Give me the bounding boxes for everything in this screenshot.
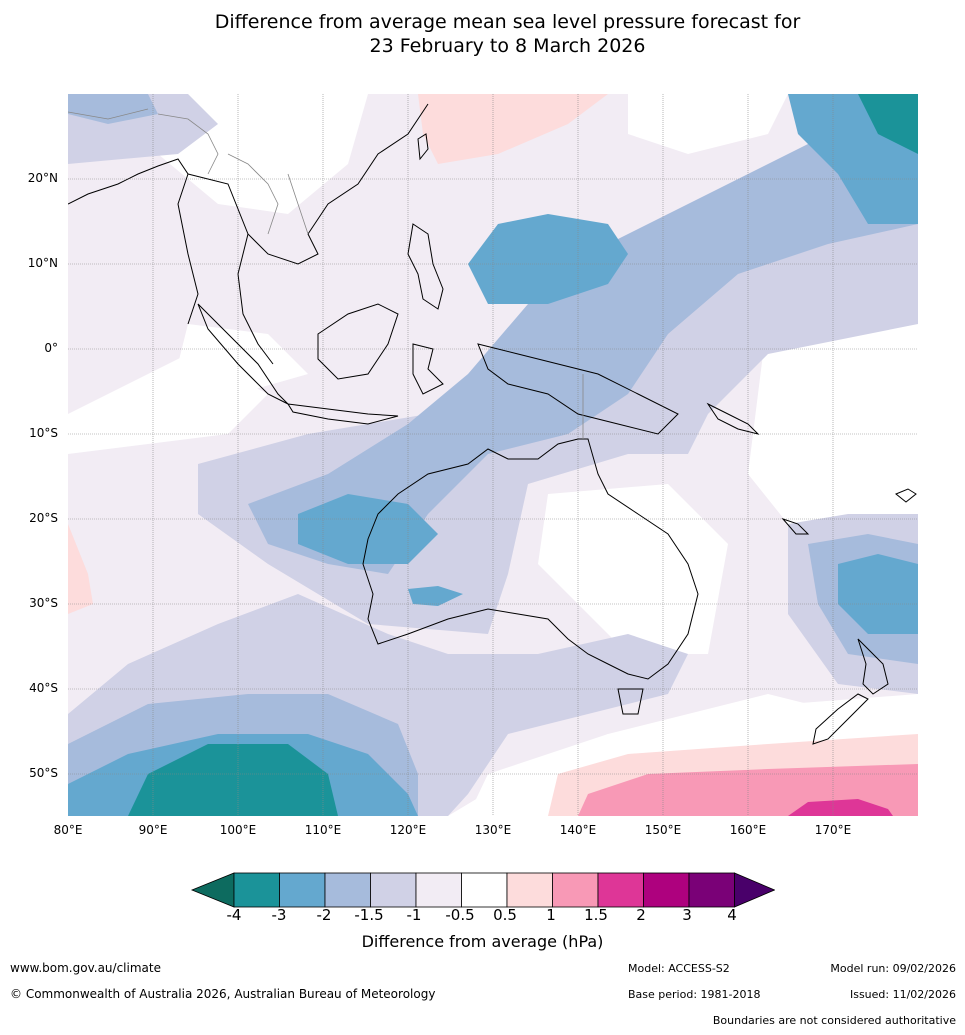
legend-tick-3: 3	[682, 906, 692, 924]
coast-taiwan	[417, 133, 429, 161]
footer-model-run: Model run: 09/02/2026	[830, 962, 956, 975]
coast-java	[287, 403, 399, 425]
lon-label-80e: 80°E	[53, 823, 83, 837]
lon-label-170e: 170°E	[814, 823, 852, 837]
legend-cell	[233, 872, 280, 908]
contour-neg15-central	[248, 114, 918, 574]
contour-neg2-east	[838, 554, 918, 634]
coast-solomons	[706, 402, 760, 435]
lon-label-90e: 90°E	[138, 823, 168, 837]
coast-tasmania	[617, 688, 644, 715]
lat-label-20s: 20°S	[29, 511, 58, 525]
contour-neg3-south	[128, 744, 338, 816]
lat-label-0: 0°	[44, 341, 58, 355]
lon-label-140e: 140°E	[559, 823, 597, 837]
legend-cell	[597, 872, 644, 908]
legend-cell	[279, 872, 326, 908]
footer-website: www.bom.gov.au/climate	[10, 961, 161, 975]
title-line-2: 23 February to 8 March 2026	[369, 35, 646, 57]
footer-model: Model: ACCESS-S2	[628, 962, 730, 975]
coastlines	[68, 103, 917, 745]
contour-neg2-wa	[298, 494, 438, 564]
contour-white-aus	[538, 484, 728, 654]
legend-cell	[415, 872, 462, 908]
coast-nz-south	[812, 693, 869, 745]
lat-label-40s: 40°S	[29, 681, 58, 695]
coast-se-asia	[187, 103, 429, 265]
legend-arrow-low	[190, 872, 235, 908]
coast-fiji	[895, 488, 917, 503]
lat-label-20n: 20°N	[27, 171, 58, 185]
contour-neg3-ne	[858, 94, 918, 154]
legend-cell	[506, 872, 553, 908]
contour-neg2-philippines	[468, 214, 628, 304]
legend-cell	[370, 872, 417, 908]
footer-issued: Issued: 11/02/2026	[849, 988, 956, 1001]
lon-label-100e: 100°E	[219, 823, 257, 837]
legend-tick-neg2: -2	[316, 906, 332, 924]
contour-white-mid	[178, 324, 308, 394]
legend-tick-05: 0.5	[493, 906, 517, 924]
legend-arrow-high	[734, 872, 775, 908]
legend-tick-neg3: -3	[271, 906, 287, 924]
legend-tick-neg1: -1	[406, 906, 422, 924]
coast-malay	[237, 233, 274, 365]
legend-cell	[643, 872, 690, 908]
contour-pos05-taiwan	[418, 94, 608, 164]
coast-india	[68, 158, 199, 325]
legend-cell	[461, 872, 508, 908]
lon-label-120e: 120°E	[389, 823, 427, 837]
map-title: Difference from average mean sea level p…	[0, 10, 965, 58]
lon-label-150e: 150°E	[644, 823, 682, 837]
pressure-anomaly-map	[68, 94, 918, 816]
lat-label-10n: 10°N	[27, 256, 58, 270]
map-gridlines	[68, 94, 918, 816]
coast-australia	[362, 438, 699, 680]
lon-label-160e: 160°E	[729, 823, 767, 837]
legend-tick-neg4: -4	[226, 906, 242, 924]
legend-colorbar	[190, 872, 775, 908]
map-canvas	[68, 94, 918, 816]
lat-label-50s: 50°S	[29, 766, 58, 780]
coast-philippines	[407, 223, 444, 310]
contour-neg15-nw	[68, 94, 158, 124]
legend-tick-neg15: -1.5	[354, 906, 384, 924]
legend-title: Difference from average (hPa)	[361, 932, 604, 951]
legend-tick-1: 1	[546, 906, 556, 924]
legend-cell	[688, 872, 735, 908]
lon-label-130e: 130°E	[474, 823, 512, 837]
footer-base-period: Base period: 1981-2018	[628, 988, 761, 1001]
legend-cell	[324, 872, 371, 908]
coast-new-guinea	[477, 343, 679, 435]
legend-tick-4: 4	[727, 906, 737, 924]
footer-copyright: © Commonwealth of Australia 2026, Austra…	[10, 987, 436, 1001]
coast-borneo	[317, 303, 399, 380]
legend-tick-neg05: -0.5	[445, 906, 475, 924]
lat-label-30s: 30°S	[29, 596, 58, 610]
legend-tick-2: 2	[636, 906, 646, 924]
contour-neg2-sw	[408, 586, 463, 606]
contour-pos15-south	[788, 799, 893, 816]
legend-cell	[552, 872, 599, 908]
footer-disclaimer: Boundaries are not considered authoritat…	[712, 1014, 956, 1027]
coast-sulawesi	[412, 343, 444, 395]
lon-label-110e: 110°E	[304, 823, 342, 837]
coast-nz-north	[857, 638, 889, 695]
title-line-1: Difference from average mean sea level p…	[214, 11, 801, 33]
country-borders	[68, 108, 584, 439]
lat-label-10s: 10°S	[29, 426, 58, 440]
coast-new-caledonia	[781, 517, 810, 535]
legend-tick-15: 1.5	[584, 906, 608, 924]
contour-pos05-west	[68, 524, 93, 614]
